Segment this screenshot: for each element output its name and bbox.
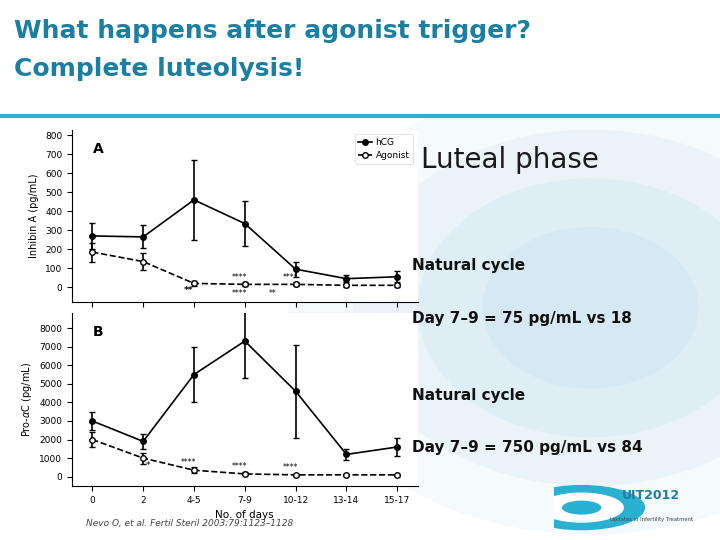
Circle shape	[353, 130, 720, 486]
Text: ****: ****	[283, 273, 298, 282]
Text: ****: ****	[232, 462, 248, 471]
Text: ****: ****	[283, 463, 298, 472]
FancyBboxPatch shape	[0, 0, 720, 116]
Text: A: A	[93, 141, 104, 156]
Circle shape	[288, 81, 720, 535]
Text: Complete luteolysis!: Complete luteolysis!	[14, 57, 305, 80]
Text: Natural cycle: Natural cycle	[412, 258, 525, 273]
Text: Natural cycle: Natural cycle	[412, 388, 525, 403]
X-axis label: No. of days: No. of days	[215, 510, 274, 520]
Text: What happens after agonist trigger?: What happens after agonist trigger?	[14, 19, 531, 43]
Y-axis label: Inhibin A (pg/mL): Inhibin A (pg/mL)	[30, 174, 40, 258]
Circle shape	[418, 178, 720, 437]
Text: Updates in Infertility Treatment: Updates in Infertility Treatment	[610, 517, 693, 522]
Text: Luteal phase: Luteal phase	[421, 146, 599, 173]
Circle shape	[562, 501, 601, 515]
Text: **: **	[269, 289, 276, 298]
Text: ****: ****	[232, 289, 248, 298]
Text: **: **	[184, 286, 194, 295]
Text: Day 7–9 = 75 pg/mL vs 18: Day 7–9 = 75 pg/mL vs 18	[412, 310, 631, 326]
Text: ****: ****	[232, 273, 248, 282]
Circle shape	[518, 485, 645, 530]
Text: B: B	[93, 325, 104, 339]
Y-axis label: Pro-$\alpha$C (pg/mL): Pro-$\alpha$C (pg/mL)	[19, 362, 34, 437]
Circle shape	[539, 492, 624, 523]
Text: *: *	[146, 461, 150, 470]
Circle shape	[482, 227, 698, 389]
Text: Day 7–9 = 750 pg/mL vs 84: Day 7–9 = 750 pg/mL vs 84	[412, 441, 642, 455]
Text: Nevo O, et al. Fertil Steril 2003;79:1123–1128: Nevo O, et al. Fertil Steril 2003;79:112…	[86, 519, 294, 528]
Text: UIT2012: UIT2012	[622, 489, 680, 502]
Legend: hCG, Agonist: hCG, Agonist	[355, 134, 413, 164]
Text: ****: ****	[181, 458, 197, 468]
